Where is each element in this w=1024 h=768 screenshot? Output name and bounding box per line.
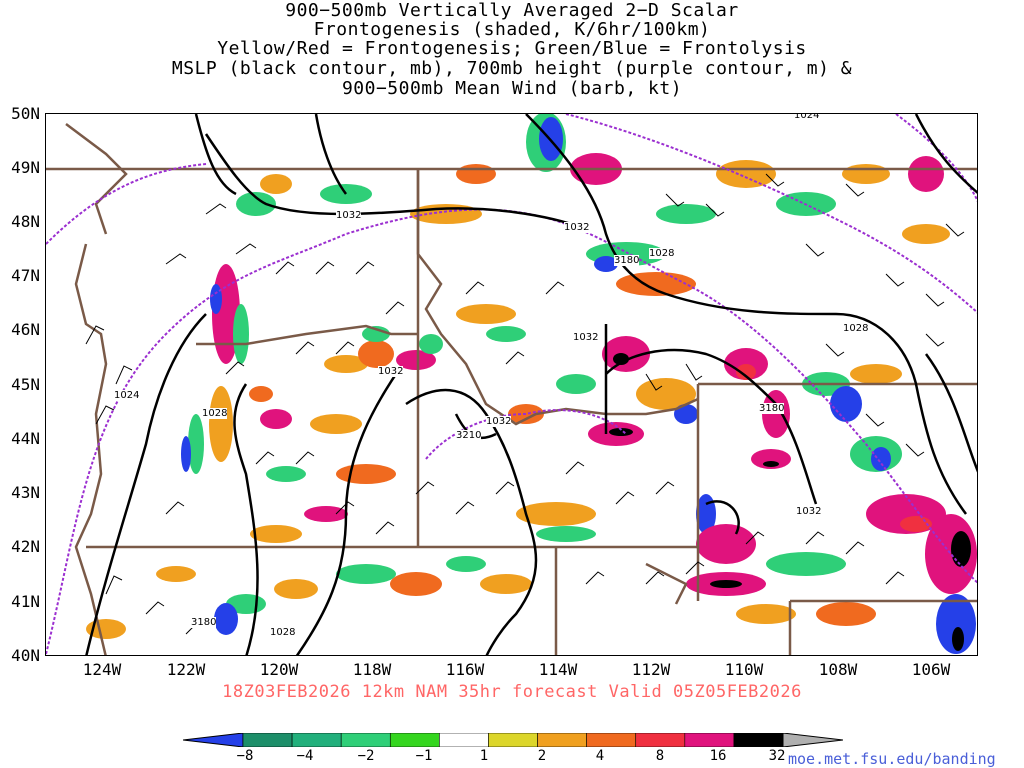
colorbar-left-arrow: [183, 733, 244, 747]
mslp-label: 1032: [486, 416, 512, 427]
title-line-2: Frontogenesis (shaded, K/6hr/100km): [313, 19, 711, 40]
title-line-3: Yellow/Red = Frontogenesis; Green/Blue =…: [217, 38, 807, 59]
lat-label: 46N: [11, 320, 40, 339]
colorbar-swatch: [340, 733, 391, 747]
mslp-contours: [85, 114, 977, 655]
colorbar-label: 4: [595, 748, 605, 764]
wind-barbs: [85, 173, 965, 635]
puget-sound: [65, 123, 128, 235]
title-line-5: 900−500mb Mean Wind (barb, kt): [341, 78, 683, 99]
lon-label: 114W: [538, 660, 578, 679]
height-label: 3210: [456, 430, 482, 441]
colorbar-label: 8: [655, 748, 665, 764]
height-label: 3180: [759, 403, 785, 414]
mslp-label: 1028: [270, 627, 296, 638]
colorbar-swatch: [586, 733, 637, 747]
great-salt-lake: [645, 562, 688, 605]
political-borders: [46, 123, 977, 655]
mslp-label: 1032: [796, 506, 822, 517]
height-label: 3180: [614, 255, 640, 266]
lat-label: 45N: [11, 375, 40, 394]
colorbar-label: 32: [768, 748, 786, 764]
colorbar-swatch: [733, 733, 784, 747]
lat-label: 41N: [11, 592, 40, 611]
colorbar-swatch: [291, 733, 342, 747]
mslp-label: 1024: [114, 390, 140, 401]
colorbar-right-arrow: [782, 733, 843, 747]
lon-label: 106W: [911, 660, 951, 679]
mslp-label: 1032: [573, 332, 599, 343]
lon-label: 118W: [352, 660, 392, 679]
lon-label: 108W: [818, 660, 858, 679]
title-line-1: 900−500mb Vertically Averaged 2−D Scalar: [285, 0, 739, 21]
lat-label: 49N: [11, 158, 40, 177]
mslp-label: 1028: [649, 248, 675, 259]
lat-label: 50N: [11, 104, 40, 123]
mslp-label: 1024: [794, 114, 820, 121]
colorbar-swatch: [537, 733, 587, 747]
colorbar-swatch: [684, 733, 735, 747]
map-panel: 1024 1032 1032 1028 1024 1028 1032 1032 …: [45, 113, 978, 656]
washington-oregon-border: [196, 324, 418, 346]
forecast-valid-time: 18Z03FEB2026 12km NAM 35hr forecast Vali…: [222, 682, 802, 702]
lon-label: 112W: [631, 660, 671, 679]
colorbar: [183, 733, 843, 747]
credit-link[interactable]: moe.met.fsu.edu/banding: [788, 750, 996, 768]
colorbar-swatch: [635, 733, 686, 747]
mslp-label: 1032: [378, 366, 404, 377]
colorbar-label: 2: [537, 748, 547, 764]
frontogenesis-shading: [86, 114, 977, 654]
mslp-label: 1028: [202, 408, 228, 419]
lat-label: 48N: [11, 212, 40, 231]
lon-label: 124W: [82, 660, 122, 679]
lat-label: 42N: [11, 537, 40, 556]
lat-label: 47N: [11, 266, 40, 285]
lat-label: 44N: [11, 429, 40, 448]
colorbar-swatch: [242, 733, 293, 747]
colorbar-label: −2: [357, 748, 375, 764]
title-line-4: MSLP (black contour, mb), 700mb height (…: [171, 58, 853, 79]
lon-label: 122W: [166, 660, 206, 679]
colorbar-label: −1: [415, 748, 433, 764]
colorbar-swatch: [488, 733, 538, 747]
lat-label: 40N: [11, 646, 40, 665]
colorbar-label: −4: [296, 748, 314, 764]
pacific-coastline: [74, 243, 108, 655]
height-label: 3180: [191, 617, 217, 628]
lon-label: 116W: [445, 660, 485, 679]
colorbar-label: −8: [236, 748, 254, 764]
mslp-label: 1028: [843, 323, 869, 334]
mslp-label: 1032: [564, 222, 590, 233]
lon-label: 110W: [724, 660, 764, 679]
lat-label: 43N: [11, 483, 40, 502]
colorbar-swatch: [389, 733, 440, 747]
colorbar-label: 16: [709, 748, 727, 764]
colorbar-label: 1: [479, 748, 489, 764]
colorbar-swatch: [439, 733, 489, 747]
lon-label: 120W: [259, 660, 299, 679]
mslp-label: 1032: [336, 210, 362, 221]
frontogenesis-map: [46, 114, 977, 655]
idaho-montana-border: [416, 169, 699, 426]
